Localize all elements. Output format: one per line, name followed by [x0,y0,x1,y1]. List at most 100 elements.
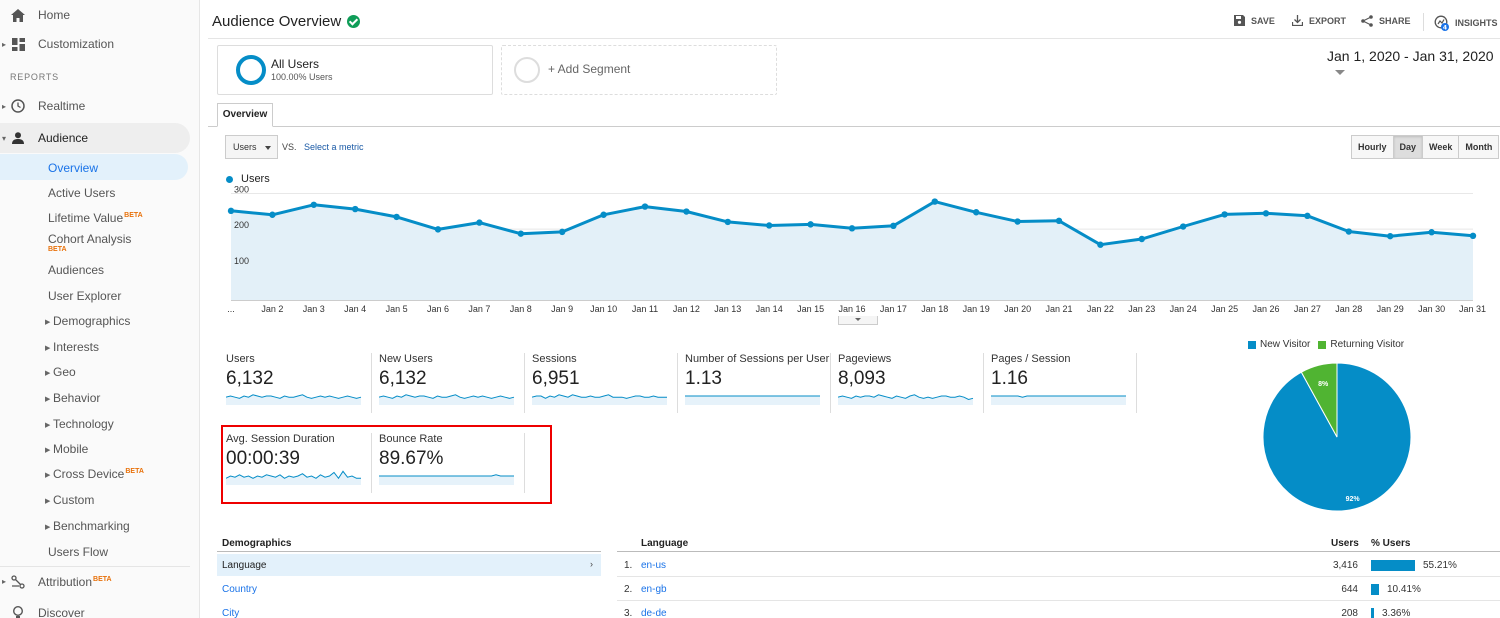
data-point[interactable] [1138,235,1146,243]
language-link[interactable]: de-de [641,608,667,618]
save-button[interactable]: SAVE [1234,15,1275,26]
x-tick-label: Jan 18 [921,304,948,314]
export-button[interactable]: EXPORT [1292,15,1346,26]
sidebar-item-demographics[interactable]: ▶ Demographics [45,314,130,328]
language-link[interactable]: en-gb [641,584,667,595]
share-button[interactable]: SHARE [1361,15,1411,27]
metric-card[interactable]: Pageviews 8,093 [838,353,984,413]
data-point[interactable] [352,205,359,213]
data-point[interactable] [393,213,400,221]
data-point[interactable] [517,230,524,237]
x-tick-label: Jan 29 [1377,304,1404,314]
metric-select[interactable]: Users [225,135,278,159]
data-point[interactable] [1304,212,1311,220]
data-point[interactable] [890,222,897,230]
sidebar-item-user-explorer[interactable]: User Explorer [48,289,121,303]
insights-button[interactable]: 4 INSIGHTS [1434,15,1498,31]
demographics-item-city[interactable]: City [217,602,601,618]
sidebar-item-geo[interactable]: ▶ Geo [45,365,76,379]
sidebar-item-label: Benchmarking [53,519,130,533]
sidebar-item-benchmarking[interactable]: ▶ Benchmarking [45,519,130,533]
data-point[interactable] [1221,211,1228,218]
sidebar-item-label: Technology [53,417,114,431]
metric-card[interactable]: Avg. Session Duration 00:00:39 [226,433,372,493]
pie-slice-returning-visitor[interactable] [1300,362,1338,438]
demographics-item-label: Country [222,584,258,595]
chart-collapse-handle[interactable] [838,316,878,325]
segment-all-users[interactable]: All Users 100.00% Users [217,45,493,95]
data-point[interactable] [600,211,607,218]
data-point[interactable] [476,219,483,226]
data-point[interactable] [1180,223,1187,230]
metric-card[interactable]: Sessions 6,951 [532,353,678,413]
sidebar-item-lifetime-value[interactable]: Lifetime ValueBETA [48,211,143,225]
demographics-item-language[interactable]: Language › [217,554,601,576]
data-point[interactable] [434,226,442,233]
select-metric-link[interactable]: Select a metric [304,142,364,152]
sidebar-item-cohort-analysis[interactable]: Cohort Analysis BETA [48,233,131,260]
data-point[interactable] [724,218,731,226]
add-segment-button[interactable]: + Add Segment [501,45,777,95]
granularity-month[interactable]: Month [1458,135,1500,159]
segment-subtitle: 100.00% Users [271,72,333,82]
data-point[interactable] [766,222,773,229]
column-header-pct-users: % Users [1371,538,1411,549]
nav-attribution[interactable]: ▸ AttributionBETA [0,566,190,596]
x-tick-label: ... [227,304,235,314]
metric-card[interactable]: Users 6,132 [226,353,372,413]
data-point[interactable] [807,221,814,228]
sidebar-item-mobile[interactable]: ▶ Mobile [45,442,88,456]
x-tick-label: Jan 15 [797,304,824,314]
expand-arrow-icon: ▶ [45,524,51,531]
nav-home[interactable]: Home [0,0,190,30]
granularity-hourly[interactable]: Hourly [1351,135,1394,159]
sparkline-line [226,394,362,399]
data-point[interactable] [931,198,938,205]
data-point[interactable] [641,203,649,210]
data-point[interactable] [683,208,690,215]
metric-card[interactable]: Pages / Session 1.16 [991,353,1137,413]
data-point[interactable] [1097,241,1104,248]
data-point[interactable] [269,211,276,218]
x-tick-label: Jan 28 [1335,304,1362,314]
nav-audience[interactable]: ▾ Audience [0,123,190,153]
data-point[interactable] [1428,229,1435,236]
sidebar-item-audiences[interactable]: Audiences [48,263,104,277]
pie-legend-new-visitor: New Visitor [1248,339,1310,350]
data-point[interactable] [227,207,235,215]
data-point[interactable] [1262,210,1270,217]
granularity-day[interactable]: Day [1392,135,1424,159]
metric-card[interactable]: Number of Sessions per User 1.13 [685,353,831,413]
sidebar-item-overview[interactable]: Overview [0,154,188,180]
date-range-picker[interactable]: Jan 1, 2020 - Jan 31, 2020 [1327,48,1500,80]
sidebar-item-users-flow[interactable]: Users Flow [48,545,108,559]
pie-slice-new-visitor[interactable] [1262,362,1412,512]
data-point[interactable] [973,209,980,216]
data-point[interactable] [310,201,317,208]
nav-customization[interactable]: ▸ Customization [0,29,190,59]
demographics-item-country[interactable]: Country [217,578,601,600]
granularity-week[interactable]: Week [1422,135,1460,159]
tab-overview[interactable]: Overview [217,103,273,127]
data-point[interactable] [848,225,856,232]
nav-realtime[interactable]: ▸ Realtime [0,91,190,121]
nav-discover[interactable]: Discover [0,598,190,618]
metric-card[interactable]: New Users 6,132 [379,353,525,413]
language-table-header: Language Users % Users [617,538,1500,552]
metric-card[interactable]: Bounce Rate 89.67% [379,433,525,493]
data-point[interactable] [1387,232,1394,240]
data-point[interactable] [1014,218,1021,225]
sidebar-item-custom[interactable]: ▶ Custom [45,493,94,507]
sidebar-item-active-users[interactable]: Active Users [48,186,115,200]
date-range-text: Jan 1, 2020 - Jan 31, 2020 [1327,48,1494,64]
sidebar-item-interests[interactable]: ▶ Interests [45,340,99,354]
row-users-value: 3,416 [1332,560,1358,571]
sidebar-item-technology[interactable]: ▶ Technology [45,417,114,431]
sidebar-item-behavior[interactable]: ▶ Behavior [45,391,100,405]
data-point[interactable] [1055,217,1063,225]
language-link[interactable]: en-us [641,560,667,571]
sidebar-item-cross-device[interactable]: ▶ Cross DeviceBETA [45,467,144,481]
data-point[interactable] [559,228,566,236]
data-point[interactable] [1345,228,1353,235]
data-point[interactable] [1469,232,1477,239]
